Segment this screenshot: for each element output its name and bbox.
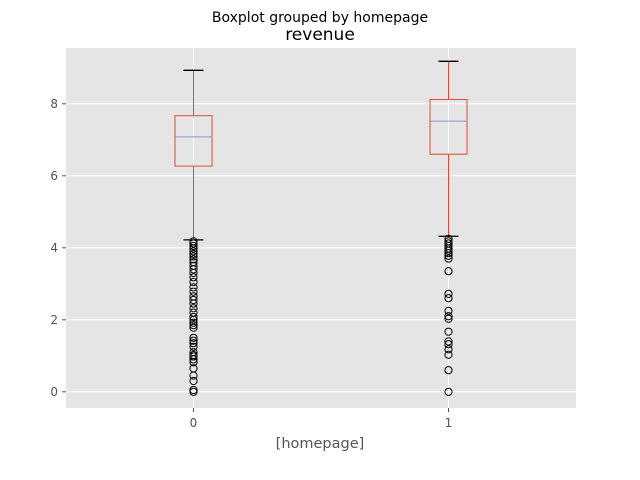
- outlier-point: [444, 246, 453, 255]
- outlier-point: [444, 249, 453, 258]
- outlier-point: [444, 306, 453, 315]
- outlier-point: [444, 267, 453, 276]
- outlier-point: [189, 336, 198, 345]
- outlier-point: [189, 358, 198, 367]
- outlier-point: [189, 255, 198, 264]
- outlier-point: [189, 321, 198, 330]
- y-tick-label: 4: [50, 241, 58, 255]
- outlier-point: [189, 312, 198, 322]
- outlier-point: [189, 315, 198, 324]
- outlier-point: [189, 252, 198, 261]
- outlier-point: [189, 265, 198, 274]
- outlier-point: [189, 323, 198, 332]
- outlier-point: [444, 345, 453, 354]
- outlier-point: [189, 352, 198, 361]
- outlier-point: [189, 376, 198, 386]
- outlier-point: [444, 366, 453, 375]
- y-tick-label: 0: [50, 385, 58, 399]
- outlier-point: [189, 247, 198, 256]
- box-group-1: [429, 60, 468, 396]
- chart-title: revenue: [285, 25, 355, 45]
- outlier-point: [189, 273, 198, 282]
- outlier-point: [189, 342, 198, 351]
- axis-ticks: 0 2 4 6 8 0 1: [50, 97, 452, 430]
- outlier-point: [444, 251, 453, 260]
- x-tick-label: 1: [445, 416, 453, 430]
- outlier-point: [189, 371, 198, 380]
- boxplot-marks: [174, 60, 468, 396]
- plot-area: [66, 48, 576, 408]
- outlier-point: [444, 294, 453, 303]
- outlier-point: [189, 277, 198, 287]
- outlier-point: [444, 350, 453, 359]
- outlier-point: [189, 249, 198, 259]
- outlier-point: [189, 268, 198, 278]
- outlier-point: [189, 287, 198, 296]
- outlier-point: [189, 295, 198, 305]
- outlier-point: [444, 312, 453, 321]
- outlier-point: [189, 283, 198, 292]
- y-tick-label: 6: [50, 169, 58, 183]
- outlier-point: [189, 318, 198, 327]
- outlier-point: [444, 289, 453, 298]
- box-iqr: [429, 98, 468, 155]
- outlier-point: [189, 244, 198, 253]
- outlier-point: [189, 339, 198, 348]
- outlier-point: [189, 241, 198, 251]
- outlier-point: [444, 314, 453, 323]
- y-tick-label: 8: [50, 97, 58, 111]
- x-tick-label: 0: [190, 416, 198, 430]
- x-axis-label: [homepage]: [276, 436, 365, 452]
- outlier-point: [189, 333, 198, 342]
- outlier-point: [189, 387, 198, 396]
- outlier-point: [189, 355, 198, 364]
- outlier-point: [444, 340, 453, 349]
- outlier-point: [444, 337, 453, 346]
- outlier-point: [444, 327, 453, 336]
- outlier-point: [189, 304, 198, 313]
- box-iqr: [174, 115, 213, 167]
- outlier-point: [444, 387, 453, 396]
- outlier-point: [444, 254, 453, 263]
- box-group-0: [174, 69, 213, 396]
- outlier-point: [189, 299, 198, 308]
- chart-suptitle: Boxplot grouped by homepage: [212, 10, 428, 26]
- y-tick-label: 2: [50, 313, 58, 327]
- outlier-point: [189, 239, 198, 248]
